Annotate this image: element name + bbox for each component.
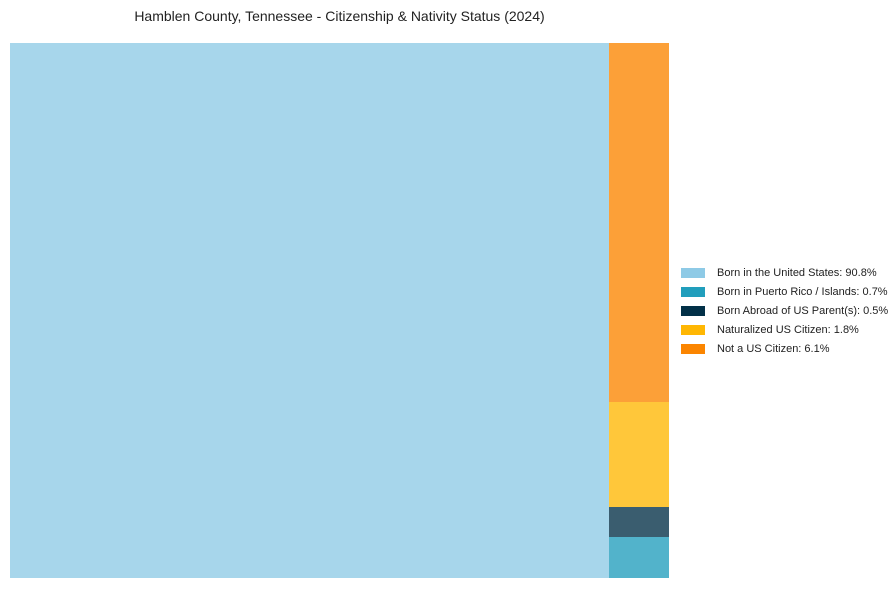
treemap-plot [10,43,669,578]
treemap-tile-born-in-us[interactable] [10,43,609,578]
legend-item-born-puerto-rico-islands[interactable]: Born in Puerto Rico / Islands: 0.7% [681,282,888,301]
legend-item-label: Not a US Citizen: 6.1% [717,342,830,355]
legend-item-label: Born in Puerto Rico / Islands: 0.7% [717,285,888,298]
treemap-tile-naturalized-citizen[interactable] [608,401,669,508]
treemap-tile-not-us-citizen[interactable] [608,43,669,402]
legend-item-label: Born Abroad of US Parent(s): 0.5% [717,304,889,317]
legend-item-born-abroad-us-parents[interactable]: Born Abroad of US Parent(s): 0.5% [681,301,888,320]
legend-item-not-us-citizen[interactable]: Not a US Citizen: 6.1% [681,339,888,358]
treemap-tile-born-abroad-us-parents[interactable] [608,507,669,537]
legend-color-swatch [681,343,705,354]
legend-color-swatch [681,286,705,297]
legend-item-label: Naturalized US Citizen: 1.8% [717,323,859,336]
legend-item-born-in-us[interactable]: Born in the United States: 90.8% [681,263,888,282]
chart-title: Hamblen County, Tennessee - Citizenship … [134,8,545,24]
legend-item-label: Born in the United States: 90.8% [717,266,877,279]
legend: Born in the United States: 90.8% Born in… [681,263,888,358]
treemap-tile-born-puerto-rico-islands[interactable] [608,536,669,578]
legend-color-swatch [681,267,705,278]
legend-color-swatch [681,324,705,335]
legend-item-naturalized-citizen[interactable]: Naturalized US Citizen: 1.8% [681,320,888,339]
legend-color-swatch [681,305,705,316]
